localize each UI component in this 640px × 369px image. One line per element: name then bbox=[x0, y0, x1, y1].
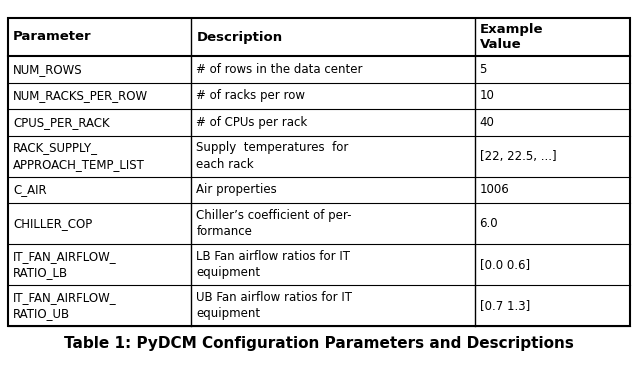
Text: 10: 10 bbox=[479, 89, 494, 102]
Text: # of CPUs per rack: # of CPUs per rack bbox=[196, 116, 308, 129]
Text: LB Fan airflow ratios for IT
equipment: LB Fan airflow ratios for IT equipment bbox=[196, 250, 351, 279]
Text: Example
Value: Example Value bbox=[479, 23, 543, 52]
Text: CHILLER_COP: CHILLER_COP bbox=[13, 217, 92, 230]
Text: Supply  temperatures  for
each rack: Supply temperatures for each rack bbox=[196, 141, 349, 171]
Text: NUM_ROWS: NUM_ROWS bbox=[13, 63, 83, 76]
Text: Air properties: Air properties bbox=[196, 183, 277, 196]
Text: Table 1: PyDCM Configuration Parameters and Descriptions: Table 1: PyDCM Configuration Parameters … bbox=[64, 336, 574, 351]
Text: CPUS_PER_RACK: CPUS_PER_RACK bbox=[13, 116, 109, 129]
Text: # of racks per row: # of racks per row bbox=[196, 89, 305, 102]
Text: [0.7 1.3]: [0.7 1.3] bbox=[479, 299, 530, 312]
Text: 1006: 1006 bbox=[479, 183, 509, 196]
Text: [22, 22.5, ...]: [22, 22.5, ...] bbox=[479, 150, 556, 163]
Text: 6.0: 6.0 bbox=[479, 217, 498, 230]
Text: [0.0 0.6]: [0.0 0.6] bbox=[479, 258, 530, 271]
Text: NUM_RACKS_PER_ROW: NUM_RACKS_PER_ROW bbox=[13, 89, 148, 102]
Text: 40: 40 bbox=[479, 116, 494, 129]
Text: Parameter: Parameter bbox=[13, 31, 92, 44]
Text: # of rows in the data center: # of rows in the data center bbox=[196, 63, 363, 76]
Text: Description: Description bbox=[196, 31, 283, 44]
Text: C_AIR: C_AIR bbox=[13, 183, 47, 196]
Text: IT_FAN_AIRFLOW_
RATIO_UB: IT_FAN_AIRFLOW_ RATIO_UB bbox=[13, 291, 116, 320]
Text: IT_FAN_AIRFLOW_
RATIO_LB: IT_FAN_AIRFLOW_ RATIO_LB bbox=[13, 250, 116, 279]
Text: 5: 5 bbox=[479, 63, 487, 76]
Text: RACK_SUPPLY_
APPROACH_TEMP_LIST: RACK_SUPPLY_ APPROACH_TEMP_LIST bbox=[13, 141, 145, 171]
Text: UB Fan airflow ratios for IT
equipment: UB Fan airflow ratios for IT equipment bbox=[196, 291, 353, 320]
Bar bbox=[8, 18, 630, 326]
Text: Chiller’s coefficient of per-
formance: Chiller’s coefficient of per- formance bbox=[196, 209, 352, 238]
